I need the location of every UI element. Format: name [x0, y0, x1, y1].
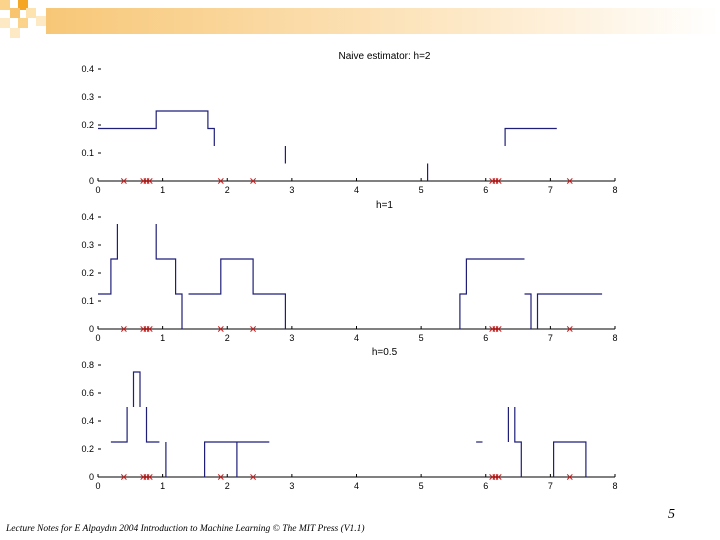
y-tick-label: 0	[89, 176, 94, 186]
x-tick-label: 1	[160, 185, 165, 195]
panel-1: Naive estimator: h=2 0 1 2 3 4 5 6 7 8 0 0.1 0.2 0.3 0…	[81, 51, 617, 195]
x-tick-label: 6	[483, 481, 488, 491]
x-tick-label: 3	[289, 185, 294, 195]
chart-title: h=0.5	[372, 347, 398, 358]
y-tick-label: 0	[89, 324, 94, 334]
y-tick-label: 0.1	[81, 296, 94, 306]
x-tick-label: 8	[612, 333, 617, 343]
sample-point	[217, 326, 224, 332]
sample-point	[495, 178, 502, 184]
x-tick-label: 2	[225, 481, 230, 491]
sample-point	[146, 178, 153, 184]
chart-title: h=1	[376, 200, 393, 211]
x-tick-label: 3	[289, 481, 294, 491]
x-tick-label: 0	[95, 185, 100, 195]
x-tick-label: 5	[419, 333, 424, 343]
estimate-series-line	[514, 407, 522, 477]
slide-number: 5	[668, 507, 675, 522]
slide-header-decoration	[0, 0, 720, 38]
y-tick-label: 0.6	[81, 388, 94, 398]
x-tick-label: 8	[612, 481, 617, 491]
sample-point	[566, 178, 573, 184]
x-tick-label: 8	[612, 185, 617, 195]
x-tick-label: 5	[419, 185, 424, 195]
x-tick-label: 7	[548, 333, 553, 343]
x-tick-label: 0	[95, 481, 100, 491]
x-tick-label: 2	[225, 333, 230, 343]
estimate-series-line	[536, 293, 603, 329]
sample-point	[120, 474, 127, 480]
x-tick-label: 4	[354, 185, 359, 195]
x-tick-label: 7	[548, 481, 553, 491]
y-tick-label: 0.2	[81, 444, 94, 454]
x-tick-label: 4	[354, 481, 359, 491]
x-tick-label: 5	[419, 481, 424, 491]
panel-3: h=0.5 0 1 2 3 4 5 6 7 8 0 0.2 0.4 0.6 0.8	[81, 347, 617, 491]
y-tick-label: 0.2	[81, 268, 94, 278]
sample-point	[566, 326, 573, 332]
y-tick-label: 0.4	[81, 212, 94, 222]
x-tick-label: 6	[483, 185, 488, 195]
sample-point	[217, 178, 224, 184]
y-tick-label: 0.8	[81, 360, 94, 370]
estimate-series-line	[204, 441, 270, 477]
sample-point	[146, 326, 153, 332]
sample-point	[250, 326, 257, 332]
estimate-series-line	[459, 258, 525, 329]
sample-point	[120, 178, 127, 184]
y-tick-label: 0.3	[81, 240, 94, 250]
estimate-series-line	[504, 127, 557, 146]
y-tick-label: 0.1	[81, 148, 94, 158]
sample-point	[250, 178, 257, 184]
x-tick-label: 4	[354, 333, 359, 343]
chart-title: Naive estimator: h=2	[339, 51, 431, 62]
sample-point	[217, 474, 224, 480]
estimate-series-line	[524, 293, 532, 329]
y-tick-label: 0.4	[81, 416, 94, 426]
sample-point	[120, 326, 127, 332]
sample-point	[566, 474, 573, 480]
x-tick-label: 1	[160, 481, 165, 491]
sample-point	[495, 326, 502, 332]
x-tick-label: 6	[483, 333, 488, 343]
x-tick-label: 2	[225, 185, 230, 195]
estimate-series-line	[552, 441, 587, 477]
y-tick-label: 0.4	[81, 64, 94, 74]
x-tick-label: 3	[289, 333, 294, 343]
estimate-series-line	[155, 224, 183, 329]
y-tick-label: 0.3	[81, 92, 94, 102]
panel-2: h=1 0 1 2 3 4 5 6 7 8 0 0.1 0.2 0.3 0.4	[81, 200, 617, 343]
x-tick-label: 0	[95, 333, 100, 343]
y-tick-label: 0	[89, 472, 94, 482]
estimate-series-line	[98, 110, 215, 146]
estimate-series-line	[145, 407, 160, 443]
sample-point	[250, 474, 257, 480]
sample-point	[146, 474, 153, 480]
x-tick-label: 1	[160, 333, 165, 343]
estimate-series-line	[98, 224, 119, 295]
footer-citation: Lecture Notes for E Alpaydın 2004 Introd…	[6, 524, 365, 534]
estimate-series-line	[132, 371, 141, 407]
estimate-series-line	[110, 407, 128, 443]
y-tick-label: 0.2	[81, 120, 94, 130]
x-tick-label: 7	[548, 185, 553, 195]
estimate-series-line	[188, 258, 286, 329]
sample-point	[495, 474, 502, 480]
